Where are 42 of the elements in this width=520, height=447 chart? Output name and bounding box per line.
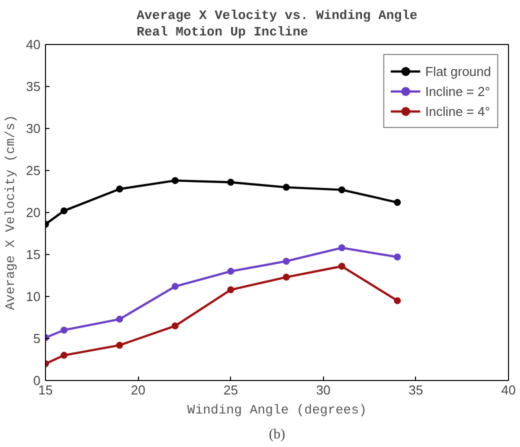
point xyxy=(394,198,401,206)
point xyxy=(60,352,68,359)
point xyxy=(116,185,124,192)
point xyxy=(282,184,290,191)
point xyxy=(282,258,290,265)
y-tick-label: 5 xyxy=(33,331,41,346)
point xyxy=(338,244,346,252)
point xyxy=(394,297,401,304)
legend-label: Incline = 2° xyxy=(425,84,490,98)
y-tick-label: 15 xyxy=(26,247,41,262)
point xyxy=(60,207,68,214)
y-tick-label: 25 xyxy=(26,163,41,178)
point xyxy=(338,186,346,194)
y-tick-label: 30 xyxy=(26,121,41,136)
x-tick-label: 25 xyxy=(223,382,238,398)
y-axis-title: Average X Velocity (cm/s) xyxy=(3,114,18,310)
x-tick-label: 30 xyxy=(316,382,331,398)
y-tick-label: 35 xyxy=(26,79,41,94)
point xyxy=(116,316,124,323)
y-tick-label: 0 xyxy=(33,373,41,388)
point xyxy=(282,274,290,281)
y-tick-label: 10 xyxy=(26,289,41,304)
point xyxy=(227,268,234,275)
point xyxy=(227,286,234,294)
x-tick-label: 40 xyxy=(501,382,516,398)
y-tick-label: 40 xyxy=(26,37,41,52)
x-axis-title: Winding Angle (degrees) xyxy=(187,402,367,418)
x-tick-label: 35 xyxy=(408,382,424,398)
point xyxy=(227,178,234,186)
point xyxy=(60,326,68,334)
point xyxy=(338,262,346,270)
legend-label: Incline = 4° xyxy=(425,104,490,118)
point xyxy=(172,177,179,184)
chart-title: Average X Velocity vs. Winding Angle Real Motion Up Incline xyxy=(136,8,418,40)
y-tick-label: 20 xyxy=(26,205,41,220)
point xyxy=(394,254,401,261)
point xyxy=(172,322,179,330)
x-tick-label: 20 xyxy=(130,382,146,398)
point xyxy=(116,342,124,349)
legend-label: Flat ground xyxy=(425,64,491,78)
text: (b) xyxy=(268,428,286,442)
point xyxy=(172,282,179,290)
